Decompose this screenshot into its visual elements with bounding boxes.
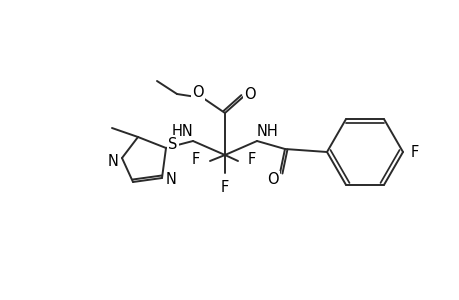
Text: S: S: [168, 136, 177, 152]
Text: F: F: [191, 152, 200, 166]
Text: F: F: [410, 145, 418, 160]
Text: F: F: [220, 179, 229, 194]
Text: HN: HN: [172, 124, 193, 139]
Text: O: O: [192, 85, 203, 100]
Text: O: O: [244, 86, 255, 101]
Text: N: N: [165, 172, 176, 188]
Text: F: F: [247, 152, 256, 166]
Text: N: N: [107, 154, 118, 169]
Text: O: O: [267, 172, 278, 188]
Text: NH: NH: [257, 124, 278, 139]
